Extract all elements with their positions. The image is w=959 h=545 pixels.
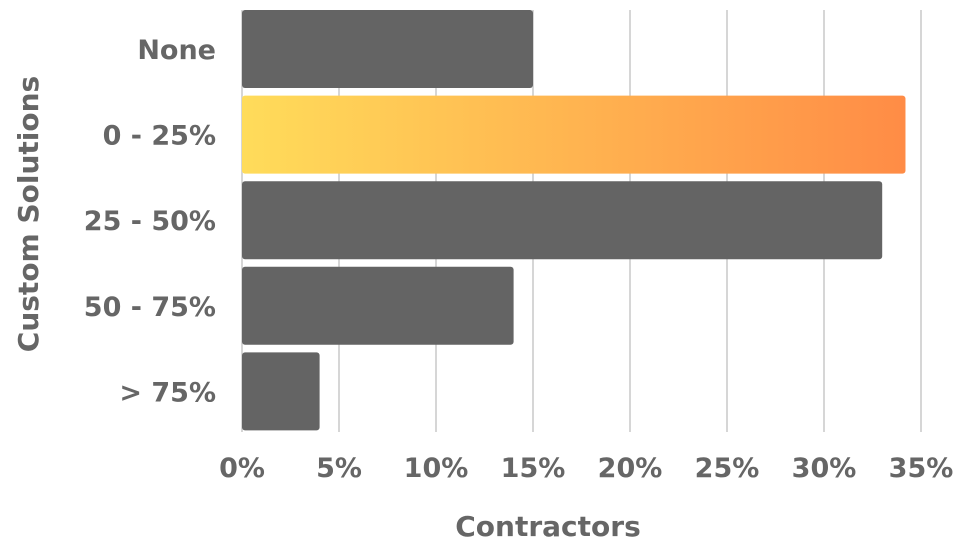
- category-labels: None 0 - 25% 25 - 50% 50 - 75% > 75%: [84, 35, 216, 408]
- x-tick-label: 25%: [695, 453, 760, 484]
- x-axis-title: Contractors: [455, 510, 641, 540]
- x-tick-labels: 0% 5% 10% 15% 20% 25% 30% 35%: [219, 453, 953, 484]
- category-label: None: [137, 35, 216, 66]
- x-tick-label: 5%: [316, 453, 362, 484]
- category-label: 50 - 75%: [84, 292, 216, 323]
- x-tick-label: 20%: [598, 453, 663, 484]
- y-axis-title: Custom Solutions: [12, 76, 45, 352]
- bar-layer: [242, 10, 906, 431]
- bar: [242, 95, 906, 174]
- bar: [242, 266, 514, 345]
- bar: [242, 181, 883, 260]
- x-tick-label: 0%: [219, 453, 265, 484]
- x-tick-label: 30%: [792, 453, 857, 484]
- x-tick-label: 35%: [889, 453, 954, 484]
- category-label: 25 - 50%: [84, 206, 216, 237]
- bar: [242, 352, 320, 431]
- category-label: 0 - 25%: [103, 121, 216, 152]
- category-label: > 75%: [119, 377, 216, 408]
- x-tick-label: 10%: [404, 453, 469, 484]
- x-tick-label: 15%: [501, 453, 566, 484]
- bar: [242, 10, 533, 88]
